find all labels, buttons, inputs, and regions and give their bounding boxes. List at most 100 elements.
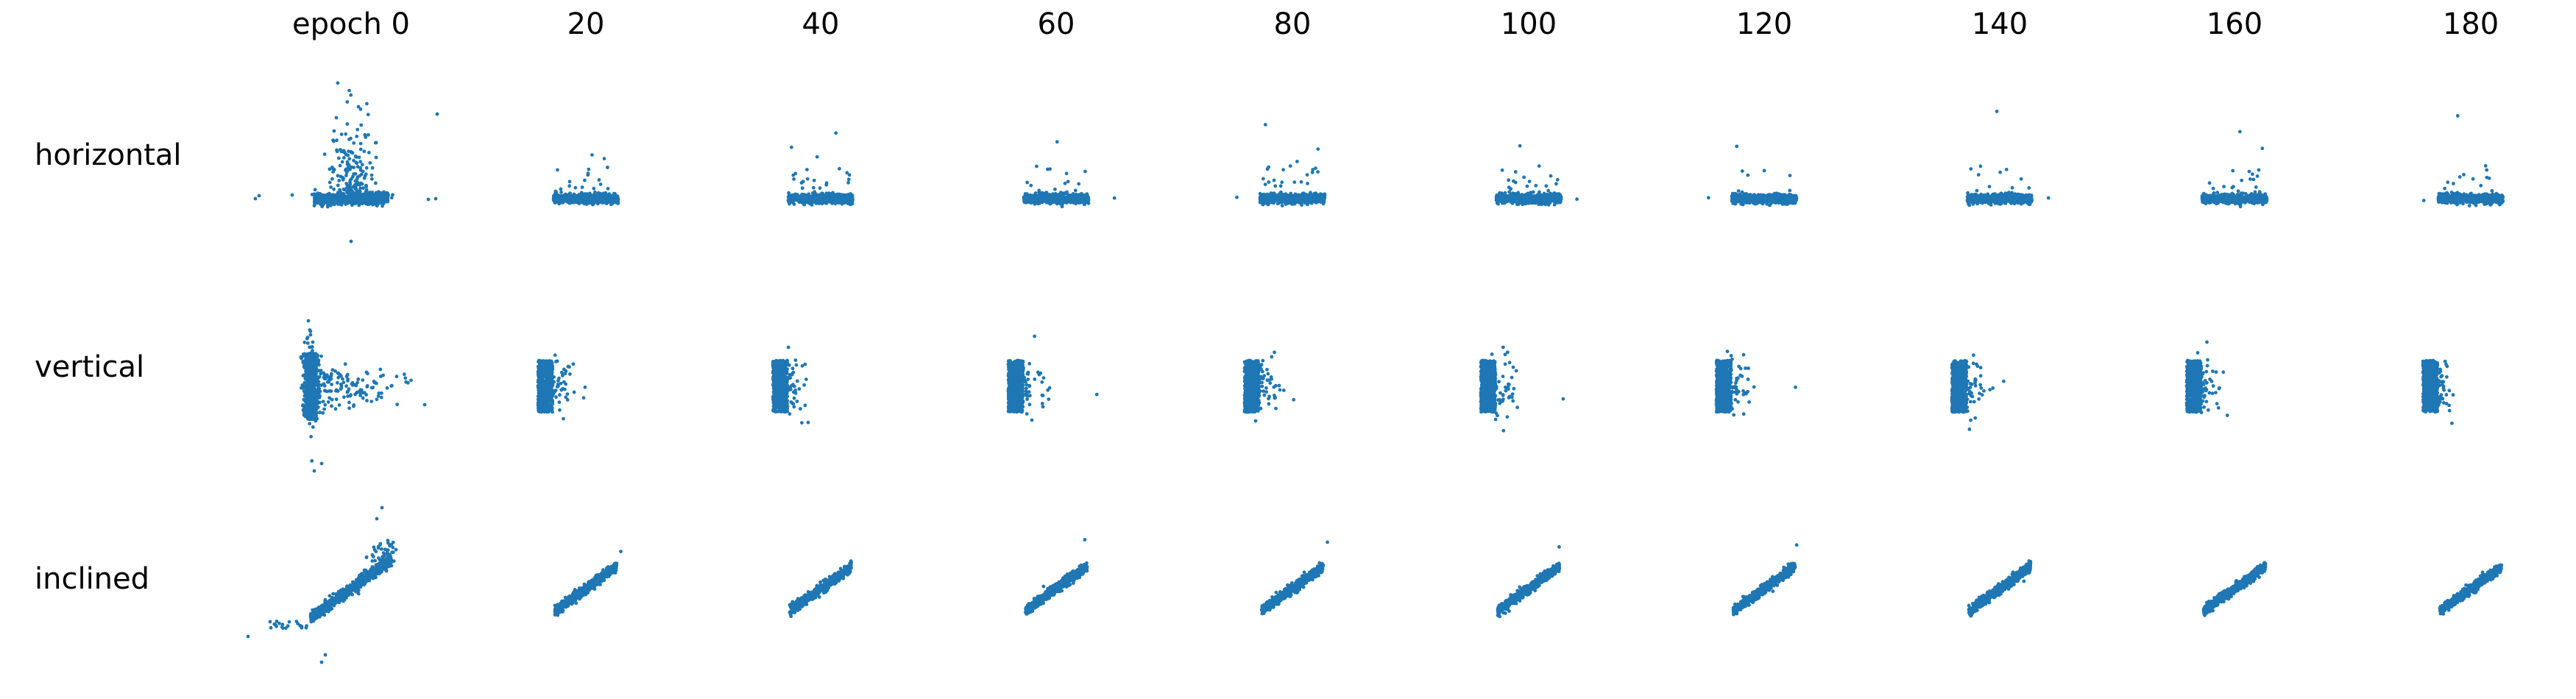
data-point <box>831 191 835 195</box>
panel-horizontal-1 <box>551 153 620 207</box>
data-point <box>1310 170 1314 174</box>
data-point <box>567 184 572 188</box>
data-point <box>1539 202 1543 206</box>
data-point <box>1074 202 1078 206</box>
data-point <box>1546 188 1551 193</box>
data-point <box>1500 168 1504 172</box>
data-point <box>328 191 331 196</box>
data-point <box>364 188 369 192</box>
data-point <box>1030 194 1035 199</box>
data-point <box>839 196 843 200</box>
data-point <box>350 177 353 181</box>
data-point <box>1316 170 1320 174</box>
data-point <box>593 192 597 196</box>
data-point <box>601 196 606 201</box>
data-point <box>331 170 335 174</box>
data-point <box>369 177 374 181</box>
data-point <box>1047 198 1052 202</box>
panel-horizontal-5 <box>1494 143 1579 207</box>
data-point <box>1314 197 1318 202</box>
data-point <box>1043 199 1047 202</box>
data-point <box>832 194 837 198</box>
data-point <box>355 135 359 138</box>
data-point <box>352 172 355 176</box>
data-point <box>326 195 330 199</box>
data-point <box>1276 197 1281 202</box>
data-point <box>797 200 802 204</box>
data-point <box>1055 140 1059 144</box>
data-point <box>567 180 572 184</box>
data-point <box>361 186 365 190</box>
data-point <box>834 131 838 135</box>
data-point <box>1503 191 1507 195</box>
data-point <box>335 193 339 197</box>
data-point <box>1075 196 1079 200</box>
panel-horizontal-2 <box>786 131 854 207</box>
data-point <box>340 160 344 164</box>
data-point <box>344 174 348 177</box>
data-point <box>426 197 431 202</box>
data-point <box>1305 173 1309 177</box>
data-point <box>1035 164 1038 168</box>
data-point <box>1044 191 1049 194</box>
data-point <box>369 173 374 177</box>
data-point <box>1507 190 1512 194</box>
data-point <box>358 147 363 152</box>
data-point <box>380 191 383 196</box>
column-title: 180 <box>2443 7 2499 41</box>
data-point <box>824 182 829 187</box>
data-point <box>1284 198 1288 202</box>
data-point <box>341 149 345 154</box>
data-point <box>339 190 342 194</box>
data-point <box>365 102 369 106</box>
data-point <box>1275 202 1280 206</box>
data-point <box>792 177 796 181</box>
data-point <box>333 196 337 200</box>
data-point <box>346 153 350 157</box>
data-point <box>586 173 590 177</box>
data-point <box>1069 200 1073 205</box>
data-point <box>1503 194 1507 198</box>
data-point <box>567 200 571 204</box>
data-point <box>1540 196 1545 199</box>
data-point <box>370 166 375 170</box>
data-point <box>434 196 438 201</box>
data-point <box>367 151 371 155</box>
data-point <box>610 200 615 205</box>
column-title: epoch 0 <box>292 7 410 41</box>
data-point <box>378 194 382 199</box>
data-point <box>1575 197 1579 202</box>
data-point <box>352 141 356 145</box>
data-point <box>1064 171 1069 176</box>
data-point <box>595 196 600 200</box>
data-point <box>1280 180 1284 185</box>
data-point <box>1544 184 1549 188</box>
data-point <box>322 152 327 157</box>
data-point <box>353 187 358 191</box>
data-point <box>1278 193 1282 197</box>
data-point <box>1510 194 1515 198</box>
data-point <box>1083 169 1087 174</box>
data-point <box>334 116 339 120</box>
data-point <box>1112 196 1117 200</box>
data-point <box>1263 182 1267 187</box>
data-point <box>358 174 361 178</box>
data-point <box>1504 199 1509 204</box>
data-point <box>290 193 294 197</box>
data-point <box>579 191 584 195</box>
data-point <box>340 194 344 197</box>
data-point <box>1552 197 1557 202</box>
data-point <box>358 189 362 194</box>
data-point <box>557 199 562 203</box>
data-point <box>1534 183 1538 188</box>
data-point <box>808 196 812 199</box>
data-point <box>1078 193 1081 196</box>
data-point <box>793 171 798 176</box>
data-point <box>800 186 804 191</box>
data-point <box>1538 190 1541 194</box>
data-point <box>805 168 809 171</box>
data-point <box>331 138 335 142</box>
data-point <box>338 163 342 168</box>
data-point <box>1085 198 1089 202</box>
data-point <box>1058 195 1063 199</box>
